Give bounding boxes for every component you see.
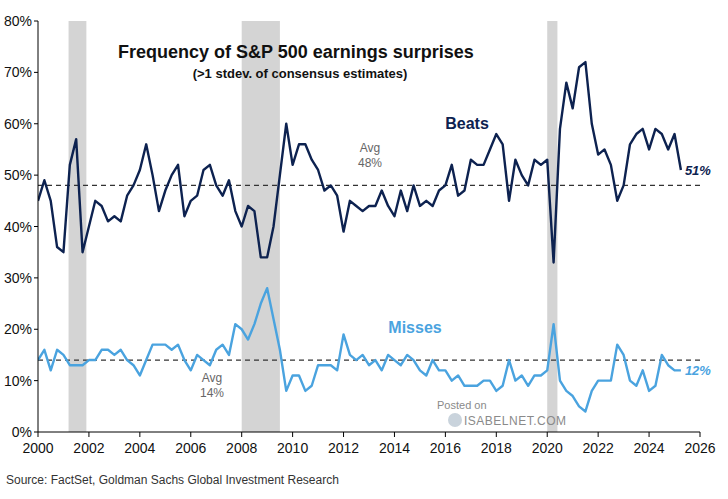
series-line — [38, 288, 681, 411]
x-tick-label: 2024 — [633, 440, 664, 456]
x-tick-label: 2016 — [430, 440, 461, 456]
x-tick — [649, 432, 650, 437]
chart: 0% 10% 20% 30% 40% 50% 60% 70% 80% 2000 2002 2004 20… — [0, 0, 728, 499]
average-label: Avg — [202, 371, 222, 385]
x-tick — [38, 432, 39, 437]
watermark: Posted on — [437, 399, 487, 411]
title: Frequency of S&P 500 earnings surprises — [118, 42, 474, 62]
x-axis — [38, 432, 700, 433]
x-tick — [394, 432, 395, 437]
average-line — [38, 359, 700, 360]
x-tick — [343, 432, 344, 437]
average-value-label: 14% — [200, 386, 224, 400]
x-tick-label: 2006 — [175, 440, 206, 456]
series-label: Misses — [388, 319, 441, 336]
plot-area — [38, 21, 700, 432]
y-tick-label: 40% — [4, 219, 32, 235]
y-tick — [34, 432, 38, 433]
x-tick — [139, 432, 140, 437]
y-tick-label: 70% — [4, 64, 32, 80]
series-label: Beats — [445, 115, 489, 132]
x-tick-label: 2012 — [328, 440, 359, 456]
y-tick — [34, 226, 38, 227]
x-tick — [496, 432, 497, 437]
x-tick — [700, 432, 701, 437]
x-tick-label: 2002 — [73, 440, 104, 456]
x-tick-label: 2004 — [124, 440, 155, 456]
average-value-label: 48% — [358, 156, 382, 170]
y-tick — [34, 329, 38, 330]
x-tick — [445, 432, 446, 437]
y-tick — [34, 277, 38, 278]
x-tick-label: 2020 — [532, 440, 563, 456]
x-tick — [241, 432, 242, 437]
average-line — [38, 185, 700, 186]
y-tick — [34, 123, 38, 124]
y-tick-label: 50% — [4, 167, 32, 183]
x-tick — [190, 432, 191, 437]
y-tick — [34, 175, 38, 176]
x-tick — [598, 432, 599, 437]
y-tick — [34, 21, 38, 22]
x-tick-label: 2000 — [22, 440, 53, 456]
y-tick-label: 0% — [12, 424, 32, 440]
watermark-icon — [448, 413, 462, 427]
x-tick-label: 2014 — [379, 440, 410, 456]
subtitle: (>1 stdev. of consensus estimates) — [193, 66, 408, 81]
recession-band — [69, 21, 87, 432]
x-tick — [292, 432, 293, 437]
x-tick — [88, 432, 89, 437]
y-tick-label: 80% — [4, 13, 32, 29]
average-label: Avg — [360, 141, 380, 155]
x-tick-label: 2008 — [226, 440, 257, 456]
y-tick-label: 30% — [4, 270, 32, 286]
x-tick-label: 2026 — [684, 440, 715, 456]
y-tick-label: 10% — [4, 373, 32, 389]
x-tick-label: 2018 — [481, 440, 512, 456]
y-tick-label: 60% — [4, 116, 32, 132]
watermark: ISABELNET.COM — [464, 414, 567, 428]
x-tick-label: 2010 — [277, 440, 308, 456]
end-label: 51% — [685, 163, 711, 178]
end-label: 12% — [685, 363, 711, 378]
y-tick — [34, 72, 38, 73]
x-tick — [547, 432, 548, 437]
y-tick — [34, 380, 38, 381]
source: Source: FactSet, Goldman Sachs Global In… — [6, 473, 339, 487]
x-tick-label: 2022 — [583, 440, 614, 456]
y-tick-label: 20% — [4, 321, 32, 337]
background — [0, 0, 728, 499]
series-line — [38, 62, 681, 262]
